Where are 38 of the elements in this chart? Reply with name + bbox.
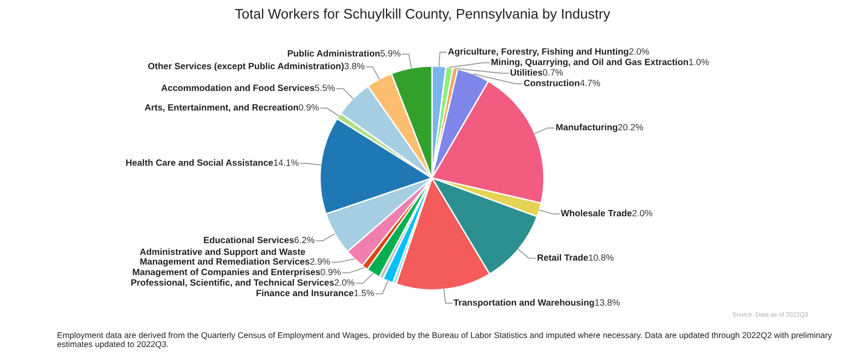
data-label: 2.9% — [310, 258, 330, 265]
data-label: 4.7% — [580, 80, 600, 86]
data-label: 2.0% — [334, 279, 354, 286]
slice-label: Mining, Quarrying, and Oil and Gas Extraction — [492, 58, 688, 67]
data-label: 3.8% — [344, 62, 364, 70]
data-label: 5.9% — [380, 50, 400, 57]
slice-label: Educational Services — [204, 236, 294, 244]
data-label: 5.5% — [314, 84, 335, 92]
slice-label: Construction — [524, 80, 580, 86]
data-label: 1.5% — [354, 290, 374, 296]
slice-label: Administrative and Support and Waste Management and Remediation Services — [140, 248, 310, 266]
data-label: 14.1% — [274, 159, 299, 166]
slice-label: Finance and Insurance — [256, 290, 354, 296]
text: Employment data are derived from the Quarterly Census of Employment and Wages, provided by the Bureau of Labor Statistics and imputed where necessary. Data are updated through 2022Q2 with preliminary estimates updated to 2022Q3. — [57, 332, 832, 349]
data-label: 0.7% — [542, 69, 563, 76]
data-label: 0.9% — [298, 104, 319, 111]
data-label: 2.0% — [629, 48, 650, 55]
slice-label: Public Administration — [288, 50, 380, 57]
data-label: 2.0% — [632, 210, 652, 216]
slice-label: Arts, Entertainment, and Recreation — [144, 104, 298, 112]
slice-label: Utilities — [510, 69, 542, 76]
slice-label: Management of Companies and Enterprises — [132, 268, 320, 277]
data-label: 6.2% — [294, 236, 314, 244]
slice-label: Other Services (except Public Administration) — [148, 62, 344, 72]
data-label: 13.8% — [595, 299, 620, 306]
data-label: 0.9% — [320, 268, 341, 276]
data-label: 10.8% — [588, 254, 614, 261]
slice-label: Professional, Scientific, and Technical Services — [131, 279, 334, 288]
slice-label: Manufacturing — [556, 124, 618, 132]
data-label: 20.2% — [618, 124, 644, 130]
slice-label: Health Care and Social Assistance — [126, 159, 273, 166]
chart-title: Total Workers for Schuylkill County, Pennsylvania by Industry — [235, 8, 610, 22]
slice-label: Retail Trade — [538, 254, 588, 261]
slice-label: Wholesale Trade — [560, 210, 632, 216]
data-label: 1.0% — [689, 58, 709, 66]
slice-label: Agriculture, Forestry, Fishing and Hunting — [448, 48, 628, 56]
slice-label: Transportation and Warehousing — [454, 299, 594, 308]
slice-label: Accommodation and Food Services — [161, 84, 314, 92]
